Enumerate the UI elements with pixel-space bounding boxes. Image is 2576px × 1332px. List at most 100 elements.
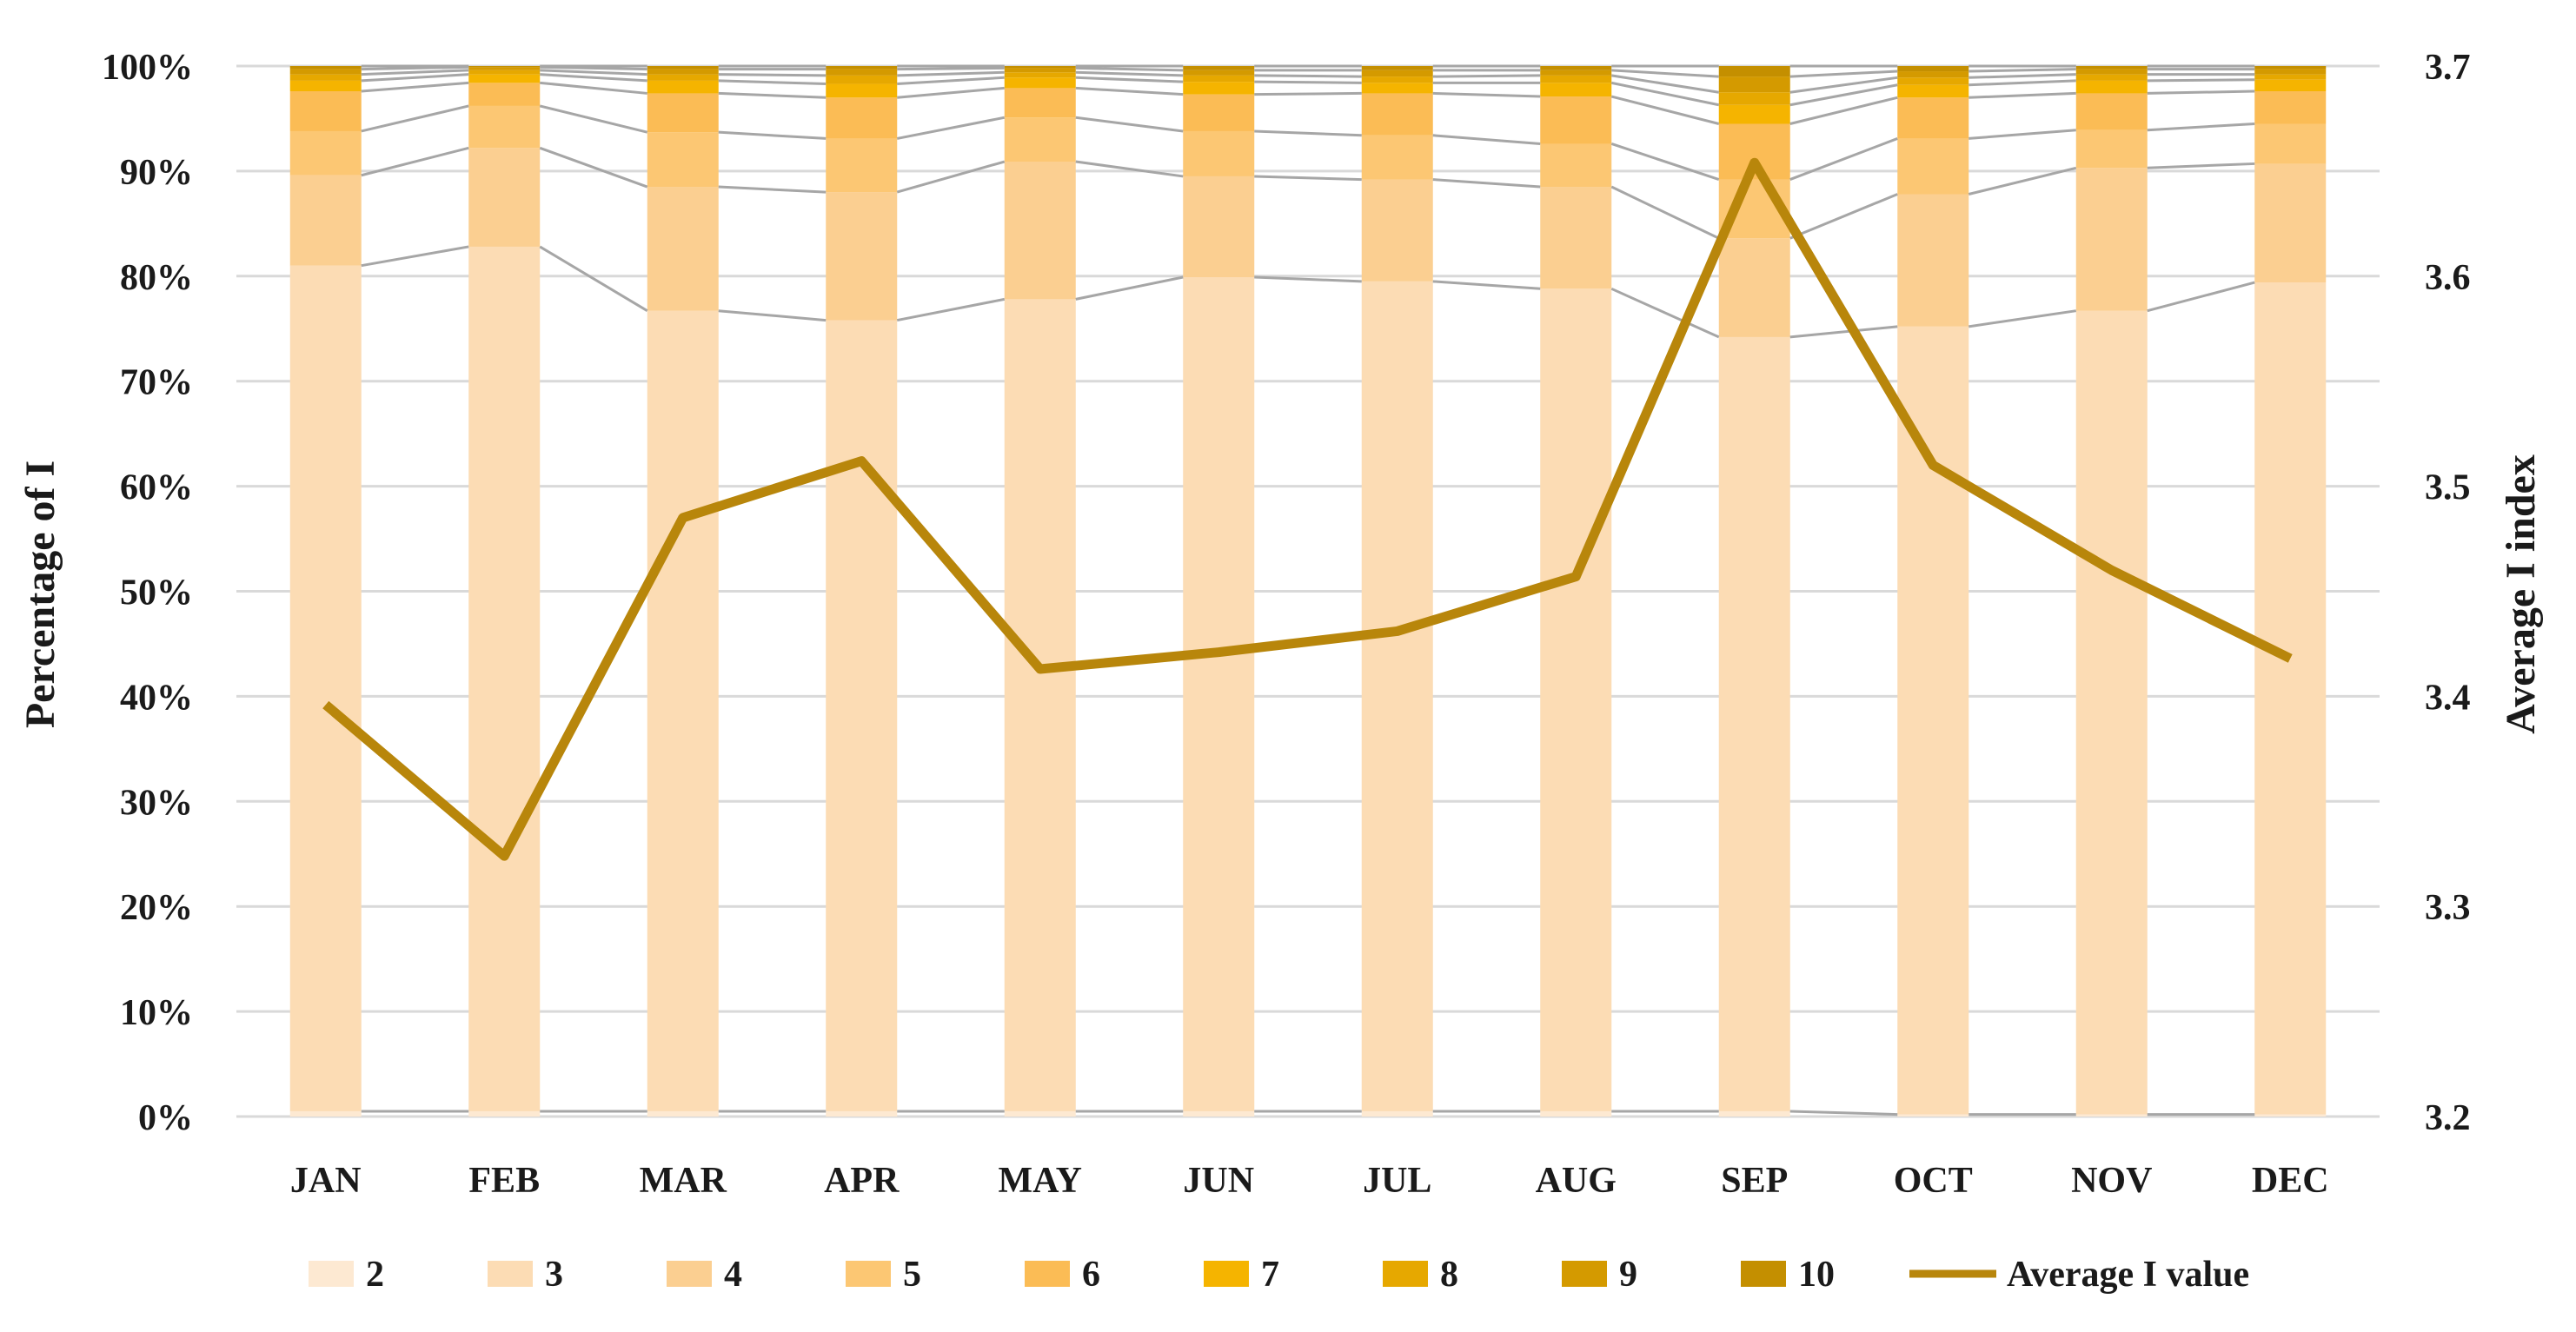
series-line-segment — [540, 81, 647, 95]
y2-tick-label: 3.5 — [2425, 468, 2471, 508]
bar-segment — [1897, 97, 1969, 139]
bar-segment — [647, 187, 719, 311]
bar-segment — [1004, 72, 1076, 78]
bar-series-4 — [289, 148, 2327, 337]
bar-segment — [1183, 277, 1255, 1111]
left-axis-ticks: 0% 10% 20% 30% 40% 50% 60% 70% 80% 90% 100% — [102, 48, 193, 1138]
bar-segment — [1897, 66, 1969, 72]
bar-segment — [1540, 143, 1612, 188]
bar-segment — [1540, 83, 1612, 97]
series-line-segment — [1432, 178, 1541, 189]
series-line-segment — [1075, 86, 1184, 96]
series-line-segment — [1610, 95, 1720, 125]
legend-swatch — [1025, 1261, 1070, 1287]
series-line-segment — [897, 76, 1005, 86]
series-line-segment — [1789, 76, 1898, 94]
y2-tick-label: 3.2 — [2425, 1098, 2471, 1138]
x-tick-label: MAR — [640, 1161, 727, 1201]
legend-label: 8 — [1440, 1255, 1458, 1295]
bar-segment — [1718, 92, 1790, 105]
bar-segment — [2254, 79, 2327, 92]
x-tick-label: JUL — [1363, 1161, 1431, 1201]
bar-segment — [1897, 138, 1969, 195]
series-line-segment — [539, 104, 648, 134]
bar-segment — [1540, 96, 1612, 144]
bar-segment — [1004, 66, 1076, 69]
y2-tick-label: 3.3 — [2425, 888, 2471, 928]
bar-series-2 — [289, 1110, 2327, 1117]
series-line-segment — [897, 66, 1005, 71]
series-line-segment — [361, 104, 469, 133]
bar-series-6 — [289, 83, 2327, 180]
bar-segment — [826, 69, 898, 76]
legend-swatch — [667, 1261, 712, 1287]
x-tick-label: OCT — [1894, 1161, 1973, 1201]
series-line-segment — [718, 79, 827, 86]
bar-series-9 — [289, 67, 2327, 93]
bar-segment — [289, 69, 362, 75]
bar-segment — [1183, 70, 1255, 76]
bar-segment — [2075, 129, 2148, 169]
bar-segment — [1361, 70, 1433, 77]
legend-label: 10 — [1798, 1255, 1835, 1295]
bar-segment — [1183, 94, 1255, 131]
bar-segment — [2254, 74, 2327, 80]
legend-item: 10 — [1741, 1255, 1835, 1295]
bar-segment — [647, 69, 719, 75]
bar-series-7 — [289, 74, 2327, 124]
legend-label: 7 — [1261, 1255, 1279, 1295]
bar-segment — [826, 192, 898, 321]
bar-segment — [289, 74, 362, 81]
series-line-segment — [1254, 175, 1362, 182]
y-tick-label: 80% — [120, 258, 193, 298]
series-line-segment — [1611, 69, 1719, 78]
x-tick-label: SEP — [1721, 1161, 1788, 1201]
stacked-bars — [289, 66, 2327, 1117]
legend-item: 3 — [488, 1255, 563, 1295]
series-line-segment — [1610, 142, 1720, 181]
series-line-segment — [1075, 275, 1184, 301]
legend-item: 8 — [1383, 1255, 1458, 1295]
bar-segment — [826, 75, 898, 84]
bar-segment — [2075, 66, 2148, 70]
series-line-segment — [1789, 96, 1898, 125]
legend-swatch — [488, 1261, 533, 1287]
bar-segment — [1897, 1114, 1969, 1117]
bar-segment — [2075, 74, 2148, 81]
series-line-segment — [1254, 80, 1362, 84]
series-line-segment — [896, 160, 1006, 194]
series-line-segment — [718, 185, 827, 194]
series-line-segment — [2147, 89, 2255, 95]
bar-segment — [1361, 135, 1433, 180]
legend-label: 2 — [366, 1255, 384, 1295]
series-line-segment — [718, 91, 827, 99]
bar-series-8 — [289, 70, 2327, 105]
series-line-segment — [1969, 309, 2076, 328]
bar-segment — [826, 1110, 898, 1117]
y-tick-label: 20% — [120, 888, 193, 928]
bar-segment — [1183, 66, 1255, 70]
bar-segment — [289, 265, 362, 1111]
bar-segment — [289, 130, 362, 176]
bar-segment — [647, 66, 719, 70]
legend-swatch — [1741, 1261, 1786, 1287]
legend-label: 9 — [1619, 1255, 1637, 1295]
bar-series-5 — [289, 105, 2327, 239]
bar-segment — [1004, 299, 1076, 1111]
legend-item: 9 — [1562, 1255, 1637, 1295]
legend-item: 7 — [1204, 1255, 1279, 1295]
bar-segment — [1718, 238, 1790, 337]
series-connector-lines — [361, 64, 2255, 1117]
bar-segment — [2075, 80, 2148, 94]
bar-segment — [2254, 163, 2327, 283]
bar-segment — [289, 91, 362, 131]
bar-segment — [647, 80, 719, 94]
series-line-segment — [1610, 287, 1720, 339]
legend-label: 5 — [903, 1255, 921, 1295]
y2-tick-label: 3.7 — [2425, 48, 2471, 88]
bar-segment — [1183, 1110, 1255, 1117]
grid-lines — [236, 64, 2380, 1118]
series-line-segment — [1789, 1110, 1898, 1117]
bar-segment — [2254, 282, 2327, 1115]
y-tick-label: 60% — [120, 468, 193, 508]
